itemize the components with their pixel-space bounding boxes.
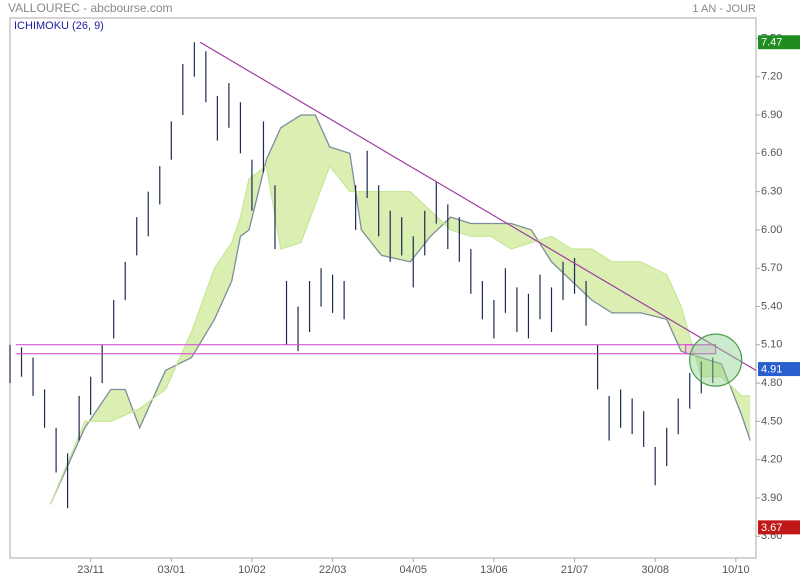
price-label-box xyxy=(758,362,800,377)
trendline xyxy=(199,41,757,371)
y-tick-label: 4.20 xyxy=(761,454,782,466)
price-label-box xyxy=(758,35,800,50)
price-label: 7.47 xyxy=(761,37,782,49)
x-tick-label: 03/01 xyxy=(158,564,186,576)
plot-frame xyxy=(9,17,757,559)
y-tick-label: 6.90 xyxy=(761,109,782,121)
price-label: 3.67 xyxy=(761,522,782,534)
y-tick-label: 6.30 xyxy=(761,186,782,198)
x-tick-label: 13/06 xyxy=(480,564,508,576)
cloud-line xyxy=(49,164,751,505)
x-tick-label: 23/11 xyxy=(77,564,104,576)
y-tick-label: 5.70 xyxy=(761,262,782,274)
y-tick-label: 7.20 xyxy=(761,71,782,83)
price-label: 4.91 xyxy=(761,363,782,375)
x-tick-label: 10/02 xyxy=(238,564,266,576)
y-tick-label: 6.00 xyxy=(761,224,782,236)
x-tick-label: 21/07 xyxy=(561,564,589,576)
x-tick-label: 04/05 xyxy=(399,564,427,576)
chart-subtitle: 1 AN - JOUR xyxy=(692,3,756,15)
y-tick-label: 4.50 xyxy=(761,415,782,427)
y-tick-label: 6.60 xyxy=(761,147,782,159)
y-tick-label: 5.40 xyxy=(761,300,782,312)
x-tick-label: 22/03 xyxy=(319,564,347,576)
cloud-fill xyxy=(50,115,751,505)
indicator-label: ICHIMOKU (26, 9) xyxy=(14,20,104,32)
highlight-circle xyxy=(689,333,743,387)
y-tick-label: 3.90 xyxy=(761,492,782,504)
chart-title: VALLOUREC - abcbourse.com xyxy=(8,1,173,15)
channel-box xyxy=(685,344,717,355)
x-tick-label: 10/10 xyxy=(722,564,750,576)
cloud-line xyxy=(49,114,751,505)
price-label-box xyxy=(758,520,800,535)
y-tick-label: 4.80 xyxy=(761,377,782,389)
x-tick-label: 30/08 xyxy=(641,564,669,576)
y-tick-label: 5.10 xyxy=(761,339,782,351)
